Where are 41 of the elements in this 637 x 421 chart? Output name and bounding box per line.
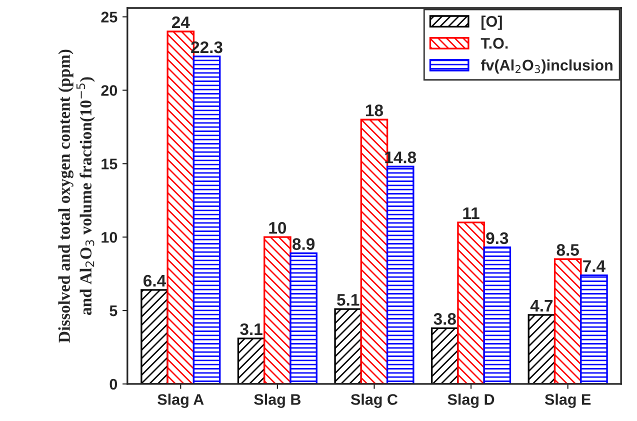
x-tick-label: Slag A xyxy=(158,394,204,408)
bar xyxy=(431,327,459,384)
data-label: 5.1 xyxy=(337,294,360,306)
y-axis-title: Dissolved and total oxygen content (ppm) and Al$_{2}$O$_{3}$ volume fraction(10$^{−5}$) xyxy=(58,50,95,343)
bar xyxy=(528,314,556,384)
bar xyxy=(264,236,292,384)
bar xyxy=(457,222,485,384)
data-label: 8.5 xyxy=(556,244,579,256)
bar xyxy=(334,308,362,384)
y-tick-label: 20 xyxy=(101,85,118,96)
x-tick-label: Slag E xyxy=(544,394,591,408)
y-tick-label: 15 xyxy=(102,158,118,170)
data-label: 10 xyxy=(269,222,286,234)
x-tick-label: Slag D xyxy=(448,394,494,408)
bar xyxy=(192,56,221,384)
data-label: 24 xyxy=(172,16,190,28)
y-tick-label: 0 xyxy=(110,378,118,390)
data-label: 11 xyxy=(463,207,480,219)
x-tick-label: Slag C xyxy=(350,394,398,408)
bar xyxy=(554,258,582,384)
legend-label: T.O. xyxy=(480,38,508,49)
data-label: 6.4 xyxy=(144,274,166,287)
x-tick-label: Slag B xyxy=(254,394,301,408)
bar xyxy=(483,246,512,384)
legend-label: [O] xyxy=(482,16,502,30)
data-label: 3.8 xyxy=(434,313,456,325)
bar xyxy=(386,166,414,384)
data-label: 18 xyxy=(366,104,383,116)
bar xyxy=(580,274,608,384)
data-label: 4.7 xyxy=(530,300,553,312)
data-label: 3.1 xyxy=(240,323,262,336)
data-label: 8.9 xyxy=(292,238,315,250)
bar xyxy=(290,252,318,384)
y-tick-label: 5 xyxy=(110,306,118,316)
y-tick-label: 25 xyxy=(101,12,118,22)
data-label: 9.3 xyxy=(486,232,508,244)
bar xyxy=(237,338,266,384)
y-tick-label: 10 xyxy=(102,232,118,243)
data-label: 7.4 xyxy=(583,260,606,272)
bar xyxy=(140,289,168,384)
legend-label: fv(Al$_{2}$O$_{3}$)inclusion xyxy=(480,59,612,74)
